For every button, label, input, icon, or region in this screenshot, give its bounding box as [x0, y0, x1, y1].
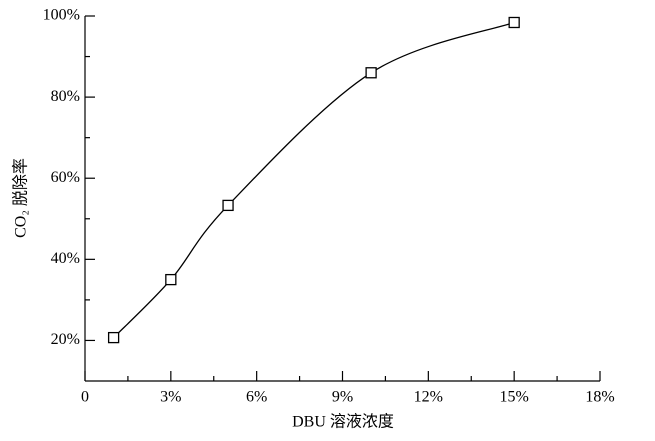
data-marker [222, 199, 234, 212]
data-marker [365, 67, 377, 79]
data-marker [107, 331, 120, 344]
x-tick-label: 6% [246, 389, 267, 406]
x-tick-label: 12% [414, 389, 443, 406]
y-tick-label: 20% [51, 331, 80, 348]
x-tick-label: 0 [81, 389, 89, 406]
x-axis-label: DBU 溶液浓度 [292, 413, 394, 431]
data-line [113, 21, 515, 339]
x-tick-label: 9% [332, 389, 353, 406]
x-tick-label: 15% [500, 389, 529, 406]
y-tick-label: 80% [51, 88, 80, 105]
y-axis-label: CO₂ 脱除率 [12, 158, 30, 238]
x-tick-label: 3% [160, 389, 181, 406]
y-tick-label: 100% [43, 7, 80, 24]
data-marker [508, 16, 520, 29]
x-tick-label: 18% [585, 389, 614, 406]
y-tick-label: 40% [51, 250, 80, 267]
data-marker [165, 273, 177, 286]
y-tick-label: 60% [51, 169, 80, 186]
